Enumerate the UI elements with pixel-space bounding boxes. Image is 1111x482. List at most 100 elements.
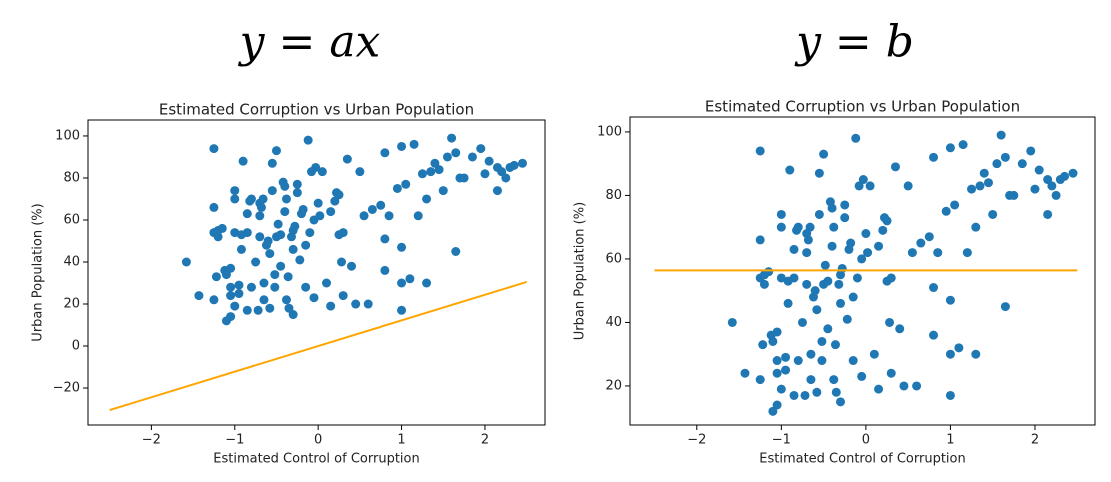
scatter-point [837, 263, 847, 273]
scatter-point [417, 169, 427, 179]
scatter-point [812, 387, 822, 397]
scatter-point [823, 324, 833, 334]
y-tick-label: 40 [605, 315, 622, 330]
scatter-point [924, 232, 934, 242]
scatter-point [740, 368, 750, 378]
y-tick-label: 100 [55, 128, 80, 143]
scatter-point [846, 238, 856, 248]
scatter-point [480, 169, 490, 179]
y-tick-label: 60 [63, 212, 80, 227]
y-tick-label: 40 [63, 254, 80, 269]
scatter-point [836, 397, 846, 407]
scatter-point [895, 324, 905, 334]
scatter-point [259, 278, 269, 288]
scatter-point [988, 209, 998, 219]
scatter-point [438, 186, 448, 196]
scatter-point [941, 206, 951, 216]
scatter-point [501, 173, 511, 183]
scatter-point [230, 194, 240, 204]
scatter-point [1034, 165, 1044, 175]
scatter-point [945, 295, 955, 305]
scatter-point [413, 211, 423, 221]
scatter-point [803, 235, 813, 245]
scatter-point [337, 257, 347, 267]
y-tick-label: 20 [63, 297, 80, 312]
scatter-point [236, 244, 246, 254]
scatter-point [265, 249, 275, 259]
scatter-point [916, 238, 926, 248]
scatter-point [422, 194, 432, 204]
scatter-point [226, 291, 236, 301]
scatter-point [509, 160, 519, 170]
scatter-point [317, 167, 327, 177]
scatter-point [351, 299, 361, 309]
scatter-point [211, 272, 221, 282]
scatter-point [967, 184, 977, 194]
scatter-point [827, 203, 837, 213]
scatter-point [301, 282, 311, 292]
scatter-point [380, 148, 390, 158]
scatter-point [251, 257, 261, 267]
scatter-point [276, 261, 286, 271]
scatter-point [1047, 181, 1057, 191]
x-tick-label: −1 [225, 433, 244, 448]
scatter-point [347, 261, 357, 271]
scatter-point [882, 216, 892, 226]
scatter-point [861, 229, 871, 239]
chart-title: Estimated Corruption vs Urban Population [705, 98, 1020, 116]
scatter-point [397, 242, 407, 252]
scatter-point [226, 263, 236, 273]
scatter-point [1000, 302, 1010, 312]
scatter-point [484, 156, 494, 166]
scatter-point [283, 272, 293, 282]
scatter-point [263, 236, 273, 246]
scatter-point [975, 181, 985, 191]
scatter-point [315, 211, 325, 221]
x-tick-label: 2 [1031, 433, 1039, 448]
scatter-point [971, 349, 981, 359]
scatter-point [789, 390, 799, 400]
scatter-point [772, 400, 782, 410]
scatter-point [267, 186, 277, 196]
scatter-point [768, 336, 778, 346]
scatter-point [764, 267, 774, 277]
scatter-point [342, 154, 352, 164]
scatter-point [292, 179, 302, 189]
scatter-point [992, 159, 1002, 169]
scatter-point [783, 298, 793, 308]
scatter-point [886, 368, 896, 378]
scatter-point [384, 211, 394, 221]
scatter-point [363, 299, 373, 309]
scatter-point [305, 228, 315, 238]
scatter-point [397, 141, 407, 151]
scatter-point [814, 209, 824, 219]
scatter-point [848, 292, 858, 302]
scatter-point [840, 200, 850, 210]
scatter-point [209, 144, 219, 154]
y-tick-label: 80 [605, 188, 622, 203]
y-tick-label: 60 [605, 251, 622, 266]
chart-title: Estimated Corruption vs Urban Population [159, 101, 474, 119]
scatter-point [958, 140, 968, 150]
scatter-point [820, 260, 830, 270]
scatter-point [776, 384, 786, 394]
scatter-point [380, 265, 390, 275]
scatter-point [755, 146, 765, 156]
scatter-point [979, 168, 989, 178]
fit-line [109, 280, 527, 412]
scatter-point [267, 158, 277, 168]
scatter-point [258, 194, 268, 204]
scatter-point [311, 162, 321, 172]
scatter-point [309, 293, 319, 303]
scatter-point [1060, 171, 1070, 181]
scatter-point [758, 340, 768, 350]
scatter-point [727, 317, 737, 327]
scatter-point [288, 244, 298, 254]
scatter-point [836, 298, 846, 308]
scatter-point [303, 135, 313, 145]
x-tick-label: 0 [314, 433, 322, 448]
scatter-point [1030, 184, 1040, 194]
scatter-point [295, 255, 305, 265]
scatter-point [885, 317, 895, 327]
